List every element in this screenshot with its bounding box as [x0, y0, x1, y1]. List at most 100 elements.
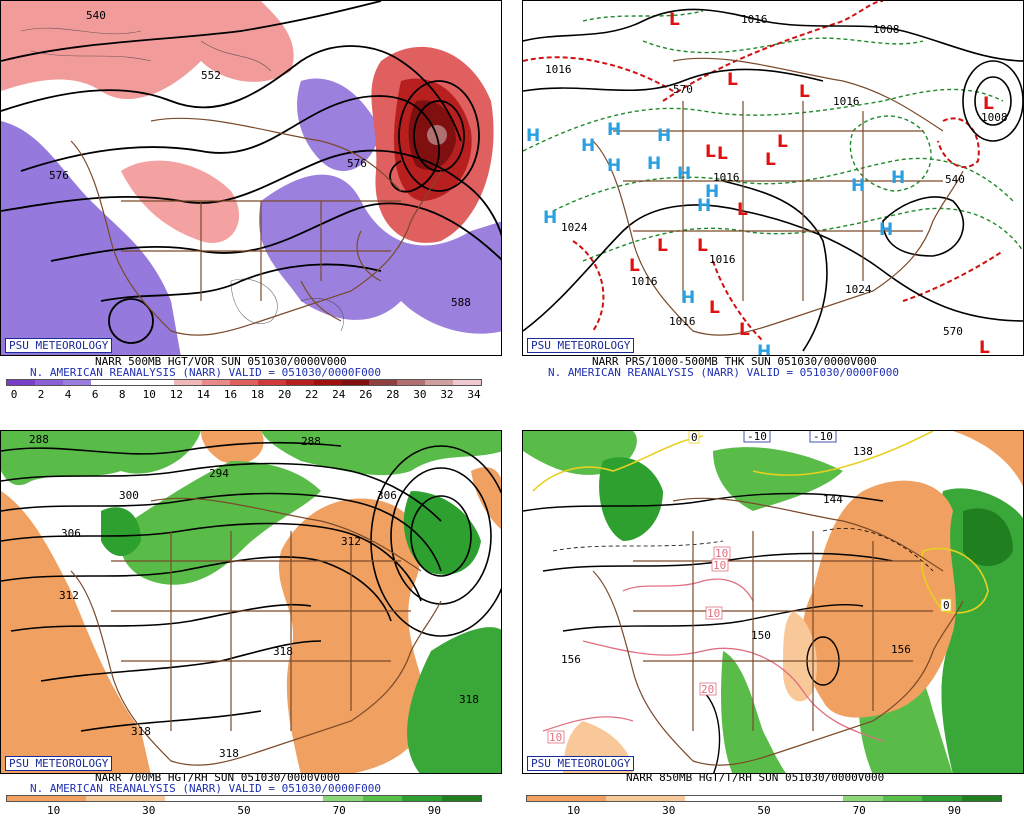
colorbar-segment: [125, 796, 165, 801]
colorbar-segment: [362, 796, 402, 801]
colorbar-segment: [425, 380, 453, 385]
contour-label: -10: [747, 431, 767, 443]
contour-label: 20: [701, 683, 714, 696]
high-marker: H: [581, 136, 595, 156]
psu-badge: PSU METEOROLOGY: [5, 338, 113, 353]
colorbar-tick-label: 2: [37, 388, 45, 401]
colorbar-segment: [453, 380, 481, 385]
colorbar-tick-label: 50: [757, 804, 771, 817]
high-marker: H: [657, 126, 671, 146]
high-marker: H: [891, 168, 905, 188]
contour-label: 318: [131, 725, 151, 738]
colorbar-tick-label: 30: [662, 804, 676, 817]
contour-label: 1016: [741, 13, 768, 26]
contour-label: 588: [451, 296, 471, 309]
colorbar-segment: [922, 796, 962, 801]
colorbar-segment: [685, 796, 725, 801]
colorbar-segment: [285, 380, 314, 385]
low-marker: L: [765, 150, 776, 170]
colorbar-segment: [46, 796, 86, 801]
colorbar-segment: [369, 380, 398, 385]
colorbar-tick-label: 34: [467, 388, 481, 401]
colorbar-tick-label: 70: [332, 804, 346, 817]
contour-label: 570: [943, 325, 963, 338]
contour-label: 318: [219, 747, 239, 760]
panel3-caption-title: NARR 700MB HGT/RH SUN 051030/0000V000: [95, 771, 341, 784]
contour-label: 1024: [845, 283, 872, 296]
contour-label: 1016: [545, 63, 572, 76]
colorbar-segment: [174, 380, 203, 385]
panel1-caption-title: NARR 500MB HGT/VOR SUN 051030/0000V000: [95, 355, 347, 368]
high-marker: H: [681, 288, 695, 308]
colorbar-segment: [313, 380, 342, 385]
colorbar-segment: [441, 796, 481, 801]
contour-label: 156: [561, 653, 581, 666]
colorbar-tick-label: 16: [223, 388, 238, 401]
panel1-caption-valid: N. AMERICAN REANALYSIS (NARR) VALID = 05…: [30, 366, 381, 379]
colorbar-segment: [244, 796, 284, 801]
high-marker: H: [705, 182, 719, 202]
colorbar-segment: [882, 796, 922, 801]
high-marker: H: [543, 208, 557, 228]
colorbar-segment: [961, 796, 1001, 801]
contour-label: -10: [813, 431, 833, 443]
psu-badge: PSU METEOROLOGY: [527, 756, 635, 771]
low-marker: L: [799, 82, 810, 102]
panel2-caption-valid: N. AMERICAN REANALYSIS (NARR) VALID = 05…: [548, 366, 899, 379]
panel3-colorbar: [6, 795, 482, 802]
colorbar-segment: [645, 796, 685, 801]
colorbar-segment: [843, 796, 883, 801]
contour-label: 10: [549, 731, 562, 744]
high-marker: H: [757, 342, 771, 356]
psu-badge: PSU METEOROLOGY: [5, 756, 113, 771]
colorbar-tick-label: 50: [237, 804, 251, 817]
colorbar-segment: [341, 380, 370, 385]
psu-badge: PSU METEOROLOGY: [527, 338, 635, 353]
contour-label: 10: [707, 607, 720, 620]
panel4-colorbar: [526, 795, 1002, 802]
contour-label: 138: [853, 445, 873, 458]
colorbar-tick-label: 20: [277, 388, 292, 401]
colorbar-segment: [323, 796, 363, 801]
contour-label: 306: [61, 527, 81, 540]
colorbar-segment: [146, 380, 175, 385]
high-marker: H: [851, 176, 865, 196]
low-marker: L: [669, 10, 680, 30]
contour-label: 10: [715, 547, 728, 560]
high-marker: H: [677, 164, 691, 184]
contour-label: 318: [459, 693, 479, 706]
colorbar-tick-label: 32: [440, 388, 454, 401]
colorbar-segment: [764, 796, 804, 801]
contour-label: 10: [713, 559, 726, 572]
colorbar-tick-label: 90: [427, 804, 442, 817]
colorbar-tick-label: 70: [852, 804, 866, 817]
low-marker: L: [777, 132, 788, 152]
high-pressure-markers: H H H H H H H H H H H H H H H: [526, 120, 905, 356]
colorbar-segment: [62, 380, 91, 385]
low-marker: L: [717, 144, 728, 164]
colorbar-segment: [397, 380, 426, 385]
colorbar-segment: [86, 796, 126, 801]
map-700mb: 288 288 294 300 306 306 312 312 318 318 …: [1, 431, 501, 773]
low-marker: L: [739, 320, 750, 340]
high-marker: H: [526, 126, 540, 146]
contour-label: 576: [49, 169, 69, 182]
colorbar-segment: [724, 796, 764, 801]
panel-850mb-temp-rh: -10 -10 138 144 156 156 150 0 0 10 10 10…: [522, 430, 1024, 774]
colorbar-segment: [257, 380, 286, 385]
contour-label: 306: [377, 489, 397, 502]
colorbar-tick-label: 8: [118, 388, 126, 401]
colorbar-segment: [7, 796, 47, 801]
contour-label: 300: [119, 489, 139, 502]
contour-label: 1016: [713, 171, 740, 184]
panel4-caption-title: NARR 850MB HGT/T/RH SUN 051030/0000V000: [626, 771, 885, 784]
colorbar-tick-label: 18: [250, 388, 265, 401]
contour-label: 0: [691, 431, 698, 444]
colorbar-tick-label: 28: [386, 388, 400, 401]
low-marker: L: [709, 298, 720, 318]
colorbar-tick-label: 24: [332, 388, 346, 401]
colorbar-segment: [7, 380, 35, 385]
low-marker: L: [705, 142, 716, 162]
colorbar-segment: [402, 796, 442, 801]
contour-label: 540: [86, 9, 106, 22]
